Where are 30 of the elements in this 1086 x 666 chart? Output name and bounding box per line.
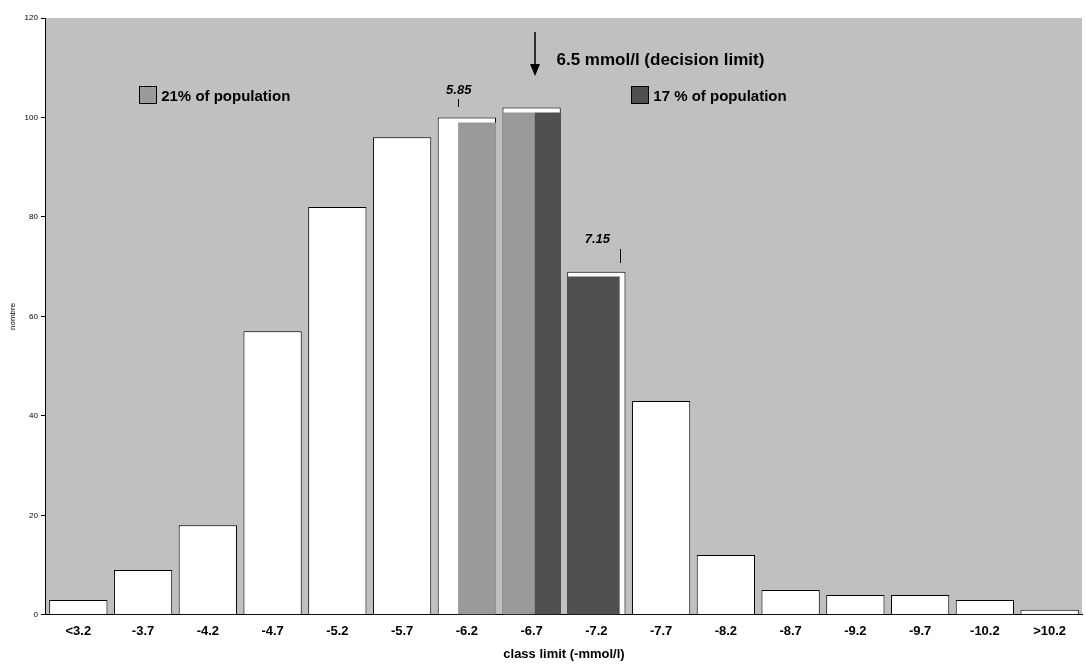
annotation: 7.15 (584, 231, 610, 246)
annotation: 6.5 mmol/l (decision limit) (556, 50, 765, 70)
x-tick-label: -4.2 (196, 623, 220, 639)
x-tick-label: -7.7 (649, 623, 673, 639)
y-tick-label: 40 (29, 411, 39, 421)
y-tick-label: 60 (29, 311, 39, 321)
x-tick-label: <3.2 (65, 623, 92, 639)
x-tick-label: -6.7 (520, 623, 543, 639)
legend-label: 17 % of population (653, 86, 787, 104)
y-tick-label: 80 (29, 212, 39, 222)
x-tick-label: -3.7 (131, 623, 155, 639)
x-tick-label: >10.2 (1033, 623, 1067, 639)
legend-label: 21% of population (161, 86, 291, 104)
x-tick-label: -10.2 (970, 623, 1000, 639)
y-tick-label: 100 (24, 112, 39, 122)
x-axis-title: class limit (-mmol/l) (503, 645, 625, 661)
x-tick-label: -8.2 (714, 623, 738, 639)
y-tick-label: 120 (24, 13, 39, 23)
annotation: 5.85 (446, 82, 472, 97)
x-tick-label: -5.7 (390, 623, 414, 639)
x-tick-label: -8.7 (779, 623, 802, 639)
x-tick-label: -5.2 (326, 623, 349, 639)
x-tick-label: -9.7 (908, 623, 932, 639)
x-tick-label: -9.2 (844, 623, 867, 639)
x-tick-label: -7.2 (585, 623, 608, 639)
y-tick-label: 0 (33, 610, 39, 619)
y-axis-title: nombre (8, 302, 17, 330)
x-tick-label: -4.7 (261, 623, 284, 639)
y-tick-label: 20 (29, 510, 39, 520)
x-tick-label: -6.2 (455, 623, 479, 639)
